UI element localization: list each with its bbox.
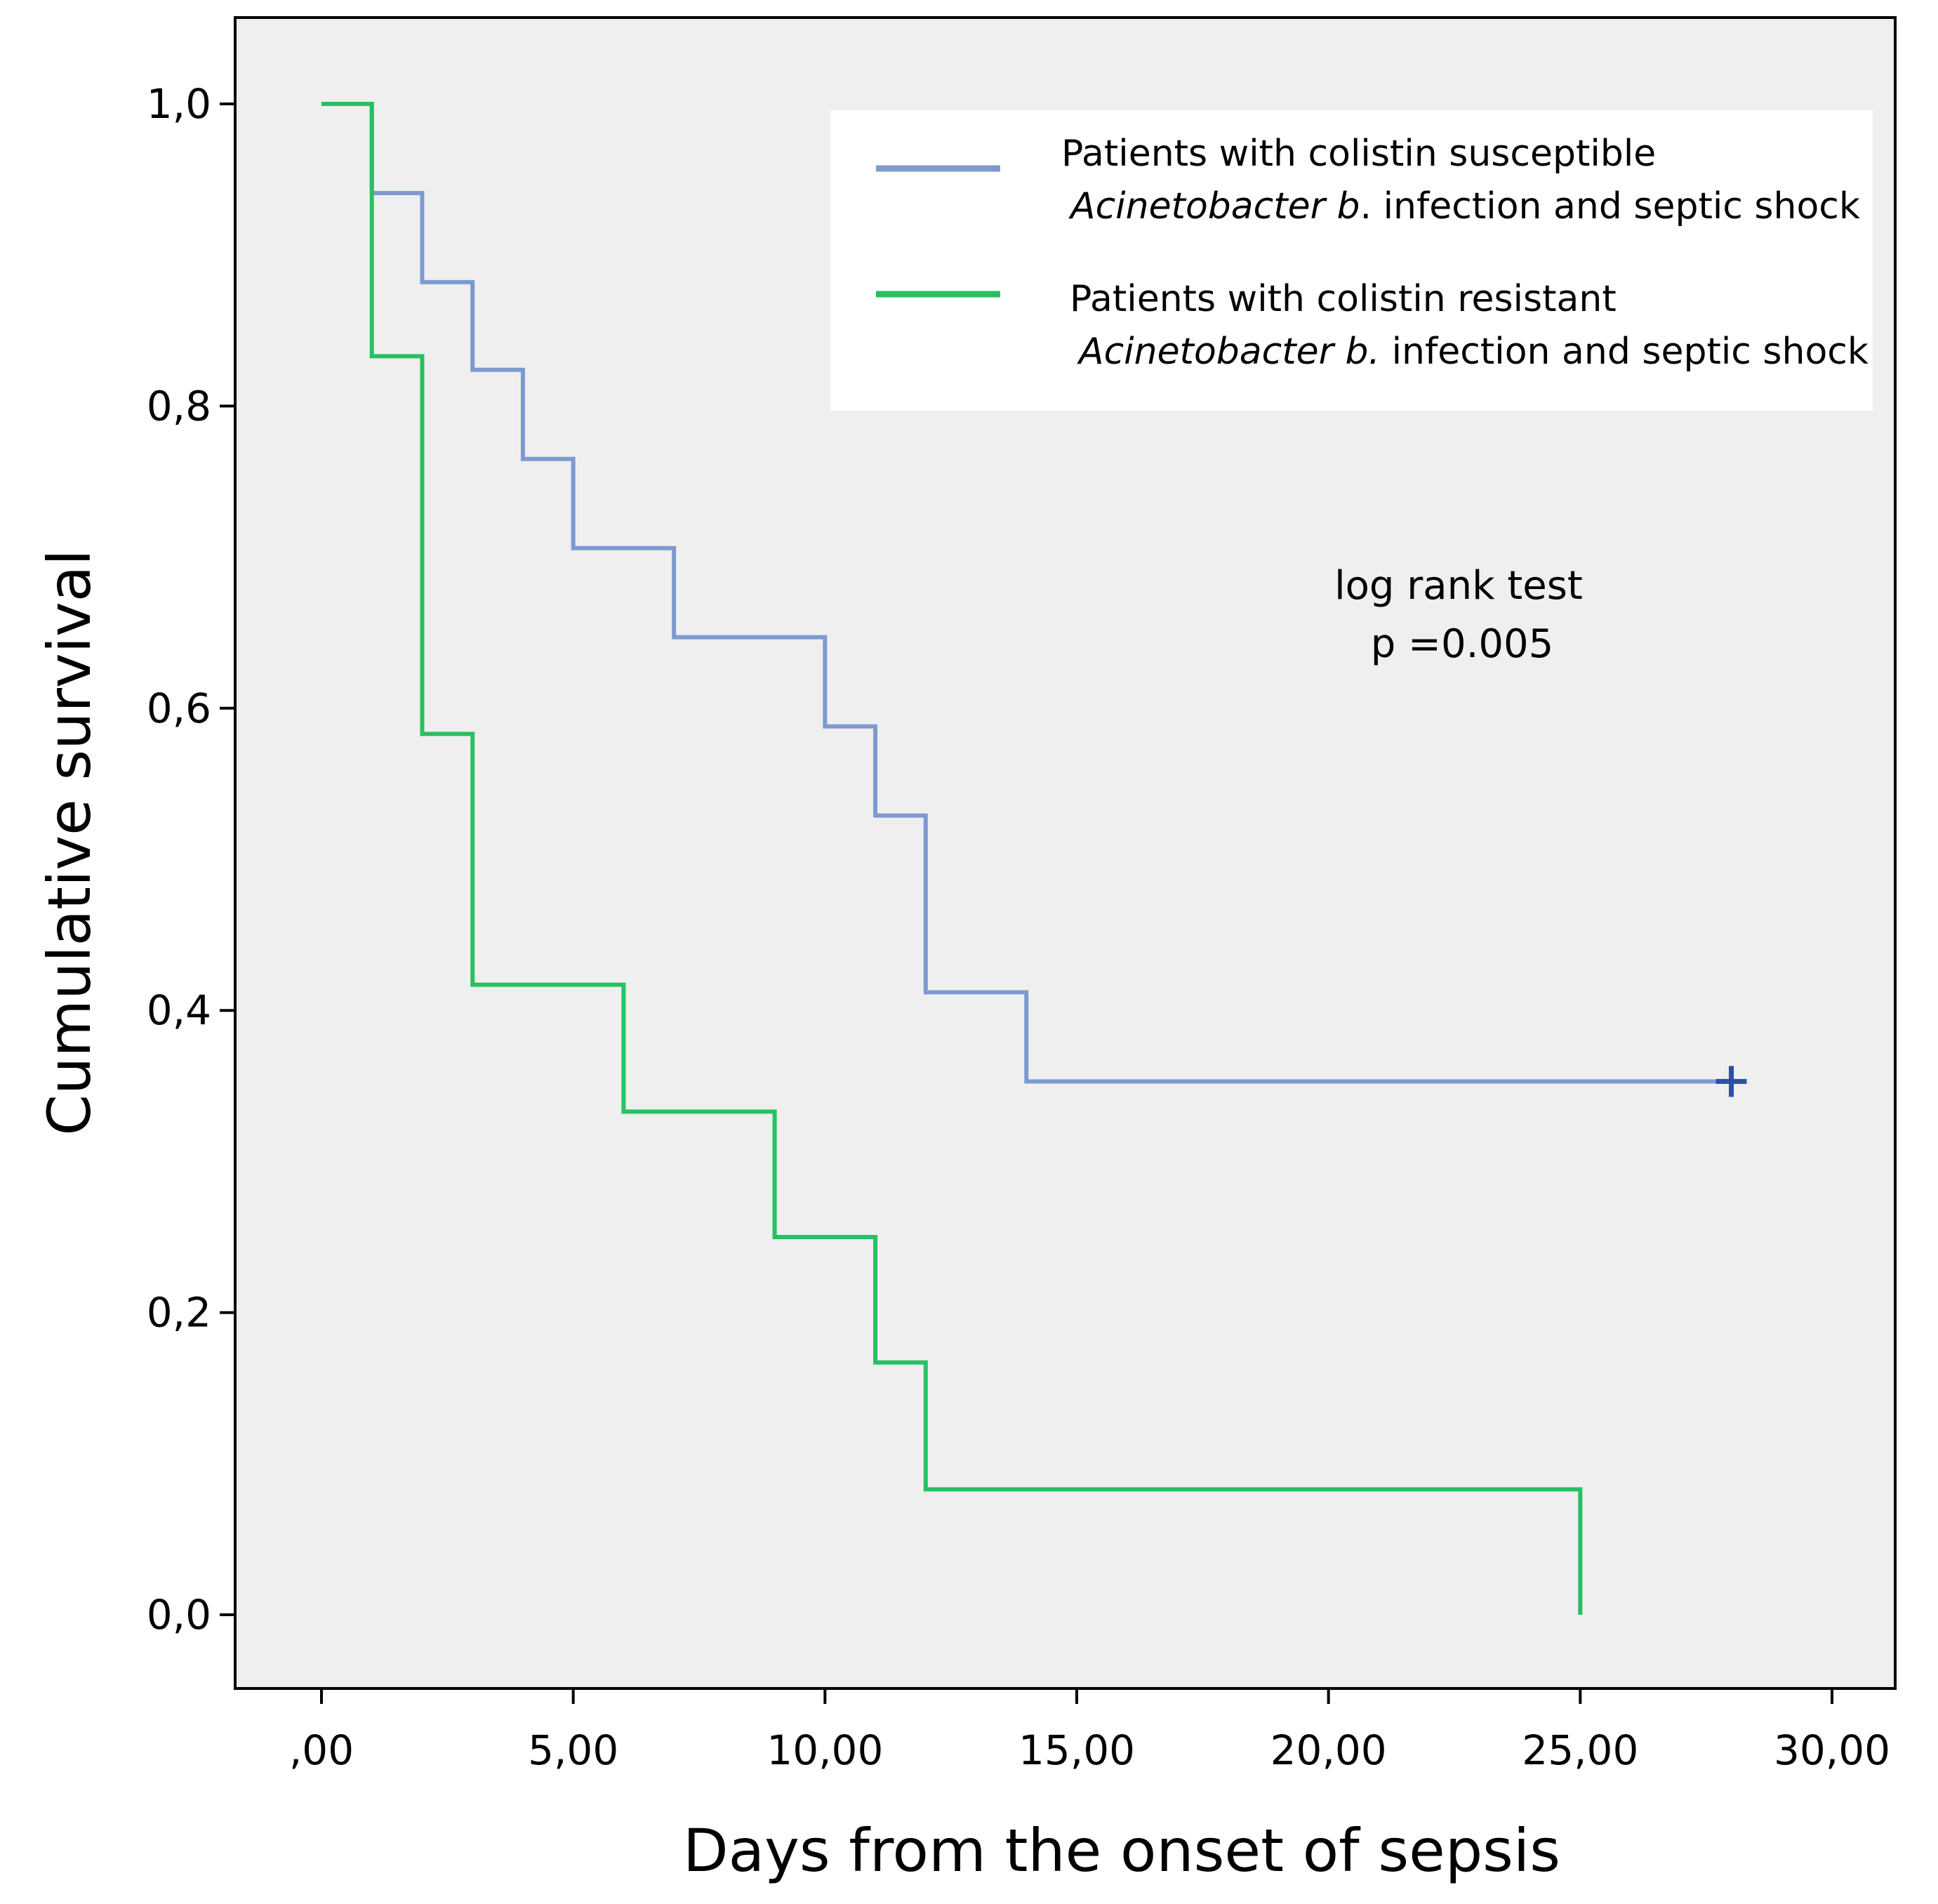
legend-susceptible-italic: Acinetobacter b xyxy=(1068,185,1360,227)
y-tick-label: 1,0 xyxy=(147,80,211,128)
y-tick-label: 0,2 xyxy=(147,1289,211,1337)
x-tick-label: 10,00 xyxy=(766,1726,883,1774)
legend-label-susceptible-line1: Patients with colistin susceptible xyxy=(1061,133,1656,175)
y-tick-label: 0,4 xyxy=(147,986,211,1034)
legend-resistant-italic: Acinetobacter b. xyxy=(1077,331,1380,373)
axes-ticks: 0,0 0,2 0,4 0,6 0,8 1,0 ,00 5,00 10,00 15,00 20,00… xyxy=(147,80,1890,1774)
p-value-label: p =0.005 xyxy=(1371,621,1554,667)
legend-box xyxy=(830,110,1873,411)
x-tick-label: 20,00 xyxy=(1270,1726,1387,1774)
legend-label-resistant-line2: Acinetobacter b. infection and septic sh… xyxy=(1077,331,1869,373)
log-rank-label: log rank test xyxy=(1334,563,1583,609)
x-tick-label: 5,00 xyxy=(528,1726,618,1774)
x-tick-label: 25,00 xyxy=(1522,1726,1638,1774)
survival-curve-susceptible xyxy=(321,102,1732,1084)
y-axis-title: Cumulative survival xyxy=(35,549,104,1135)
y-tick-label: 0,8 xyxy=(147,382,211,430)
x-tick-label: 15,00 xyxy=(1018,1726,1135,1774)
series-layer xyxy=(321,102,1747,1615)
legend-resistant-rest: infection and septic shock xyxy=(1380,331,1869,373)
legend-susceptible-rest: . infection and septic shock xyxy=(1360,185,1860,227)
x-tick-label: 30,00 xyxy=(1774,1726,1890,1774)
legend-label-resistant-line1: Patients with colistin resistant xyxy=(1070,278,1617,320)
survival-curve-resistant xyxy=(321,102,1583,1615)
y-tick-label: 0,0 xyxy=(147,1591,211,1639)
x-axis-title: Days from the onset of sepsis xyxy=(683,1816,1560,1885)
legend-label-susceptible-line2: Acinetobacter b. infection and septic sh… xyxy=(1068,185,1860,227)
y-tick-label: 0,6 xyxy=(147,685,211,732)
x-tick-label: ,00 xyxy=(289,1726,354,1774)
legend: Patients with colistin susceptible Acine… xyxy=(830,110,1873,411)
